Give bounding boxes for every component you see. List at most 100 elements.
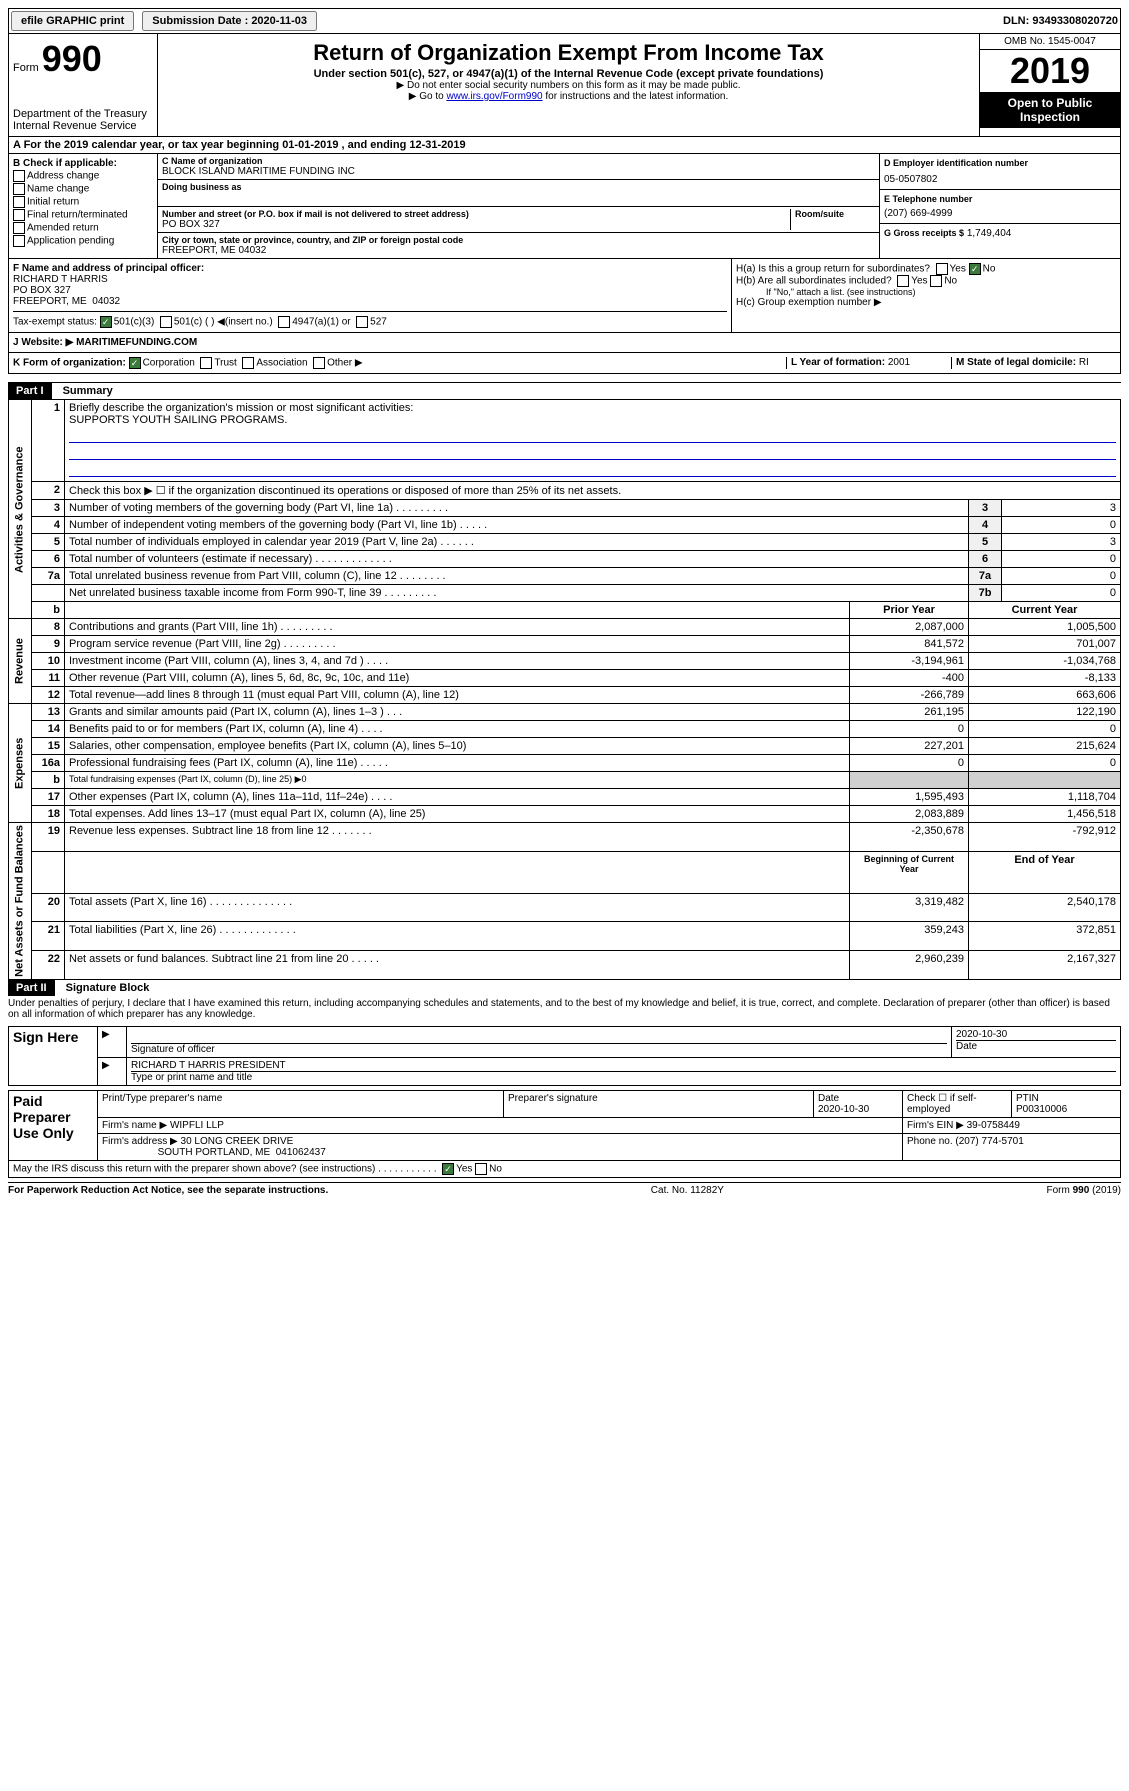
dln: DLN: 93493308020720 (1003, 15, 1118, 27)
summary-table: Activities & Governance 1 Briefly descri… (8, 399, 1121, 980)
main-info-grid: B Check if applicable: Address change Na… (8, 154, 1121, 259)
hb-row: H(b) Are all subordinates included? Yes … (736, 275, 1116, 287)
cb-501c3[interactable]: ✓ (100, 316, 112, 328)
hdr-prior: Prior Year (850, 602, 969, 619)
line18-text: Total expenses. Add lines 13–17 (must eq… (65, 806, 850, 823)
line22-text: Net assets or fund balances. Subtract li… (65, 951, 850, 980)
footer: For Paperwork Reduction Act Notice, see … (8, 1182, 1121, 1198)
opt-corp: Corporation (143, 358, 195, 369)
row-l: L Year of formation: 2001 (786, 357, 951, 369)
note-link: ▶ Go to www.irs.gov/Form990 for instruct… (162, 91, 975, 102)
line4-val: 0 (1002, 517, 1121, 534)
opt-501c3: 501(c)(3) (114, 317, 155, 328)
sig-name-label: Type or print name and title (131, 1072, 1116, 1083)
side-expenses: Expenses (9, 704, 32, 823)
submission-date-button[interactable]: Submission Date : 2020-11-03 (142, 11, 317, 31)
part2-header: Part II Signature Block (8, 980, 1121, 996)
cb-discuss-no[interactable] (475, 1163, 487, 1175)
footer-left: For Paperwork Reduction Act Notice, see … (8, 1185, 328, 1196)
cb-4947[interactable] (278, 316, 290, 328)
row-m: M State of legal domicile: RI (951, 357, 1116, 369)
hb-note: If "No," attach a list. (see instruction… (736, 287, 1116, 297)
firm-ein-label: Firm's EIN ▶ (907, 1120, 964, 1131)
prep-self-hdr: Check ☐ if self-employed (903, 1090, 1012, 1117)
firm-phone-label: Phone no. (907, 1136, 953, 1147)
top-bar: efile GRAPHIC print Submission Date : 20… (8, 8, 1121, 34)
cb-address[interactable]: Address change (13, 170, 153, 182)
line11-text: Other revenue (Part VIII, column (A), li… (65, 670, 850, 687)
cb-discuss-yes[interactable]: ✓ (442, 1163, 454, 1175)
line17-text: Other expenses (Part IX, column (A), lin… (65, 789, 850, 806)
row-i: Tax-exempt status: ✓501(c)(3) 501(c) ( )… (13, 311, 727, 328)
line20-text: Total assets (Part X, line 16) . . . . .… (65, 893, 850, 922)
line7b-val: 0 (1002, 585, 1121, 602)
side-revenue: Revenue (9, 619, 32, 704)
cb-trust[interactable] (200, 357, 212, 369)
cb-501c[interactable] (160, 316, 172, 328)
addr-cell: Number and street (or P.O. box if mail i… (158, 207, 879, 233)
line4-text: Number of independent voting members of … (65, 517, 969, 534)
org-name-cell: C Name of organization BLOCK ISLAND MARI… (158, 154, 879, 180)
form-number: 990 (42, 38, 102, 79)
note-ssn: ▶ Do not enter social security numbers o… (162, 80, 975, 91)
part2-title: Signature Block (58, 980, 158, 996)
note-pre: ▶ Go to (409, 91, 447, 102)
side-governance: Activities & Governance (9, 400, 32, 619)
cb-name[interactable]: Name change (13, 183, 153, 195)
cb-amended[interactable]: Amended return (13, 222, 153, 234)
line7a-text: Total unrelated business revenue from Pa… (65, 568, 969, 585)
firm-label: Firm's name ▶ (102, 1120, 167, 1131)
form-header: Form 990 Department of the TreasuryInter… (8, 34, 1121, 137)
efile-print-button[interactable]: efile GRAPHIC print (11, 11, 134, 31)
row-fgh: F Name and address of principal officer:… (8, 259, 1121, 333)
hc-row: H(c) Group exemption number ▶ (736, 297, 1116, 308)
open-inspection: Open to Public Inspection (980, 92, 1120, 128)
cb-initial[interactable]: Initial return (13, 196, 153, 208)
opt-527: 527 (370, 317, 387, 328)
cb-assoc[interactable] (242, 357, 254, 369)
tax-status-label: Tax-exempt status: (13, 317, 97, 328)
city-label: City or town, state or province, country… (162, 235, 875, 245)
org-name-label: C Name of organization (162, 156, 875, 166)
sig-date-label: Date (956, 1040, 1116, 1052)
line7b-text: Net unrelated business taxable income fr… (65, 585, 969, 602)
part1-title: Summary (55, 383, 121, 399)
prep-date-hdr: Date (818, 1093, 839, 1104)
gross-cell: G Gross receipts $ 1,749,404 (880, 224, 1120, 243)
prep-name-hdr: Print/Type preparer's name (98, 1090, 504, 1117)
firm-phone: (207) 774-5701 (955, 1136, 1023, 1147)
line9-text: Program service revenue (Part VIII, line… (65, 636, 850, 653)
declaration-text: Under penalties of perjury, I declare th… (8, 996, 1121, 1022)
line8-prior: 2,087,000 (850, 619, 969, 636)
line13-text: Grants and similar amounts paid (Part IX… (65, 704, 850, 721)
discuss-text: May the IRS discuss this return with the… (13, 1163, 437, 1174)
cb-527[interactable] (356, 316, 368, 328)
line15-text: Salaries, other compensation, employee b… (65, 738, 850, 755)
discuss-row: May the IRS discuss this return with the… (8, 1161, 1121, 1178)
row-klm: K Form of organization: ✓Corporation Tru… (8, 353, 1121, 374)
dept-treasury: Department of the TreasuryInternal Reven… (13, 108, 153, 132)
q1-text: Briefly describe the organization's miss… (69, 402, 413, 414)
ha-row: H(a) Is this a group return for subordin… (736, 263, 1116, 275)
line16a-text: Professional fundraising fees (Part IX, … (65, 755, 850, 772)
cb-corp[interactable]: ✓ (129, 357, 141, 369)
cb-pending[interactable]: Application pending (13, 235, 153, 247)
paid-preparer-label: Paid Preparer Use Only (9, 1090, 98, 1160)
line5-val: 3 (1002, 534, 1121, 551)
irs-link[interactable]: www.irs.gov/Form990 (446, 91, 542, 102)
dba-label: Doing business as (162, 182, 875, 192)
line8-curr: 1,005,500 (969, 619, 1121, 636)
line5-text: Total number of individuals employed in … (65, 534, 969, 551)
tax-year: 2019 (980, 50, 1120, 92)
line12-text: Total revenue—add lines 8 through 11 (mu… (65, 687, 850, 704)
website-label: J Website: ▶ (13, 337, 73, 348)
form-org-label: K Form of organization: (13, 358, 126, 369)
officer-name: RICHARD T HARRIS (13, 274, 727, 285)
line6-text: Total number of volunteers (estimate if … (65, 551, 969, 568)
website-value: MARITIMEFUNDING.COM (76, 337, 197, 348)
part1-header: Part I Summary (8, 382, 1121, 399)
note-post: for instructions and the latest informat… (543, 91, 729, 102)
cb-final[interactable]: Final return/terminated (13, 209, 153, 221)
cb-other[interactable] (313, 357, 325, 369)
mission-text: SUPPORTS YOUTH SAILING PROGRAMS. (69, 414, 287, 426)
